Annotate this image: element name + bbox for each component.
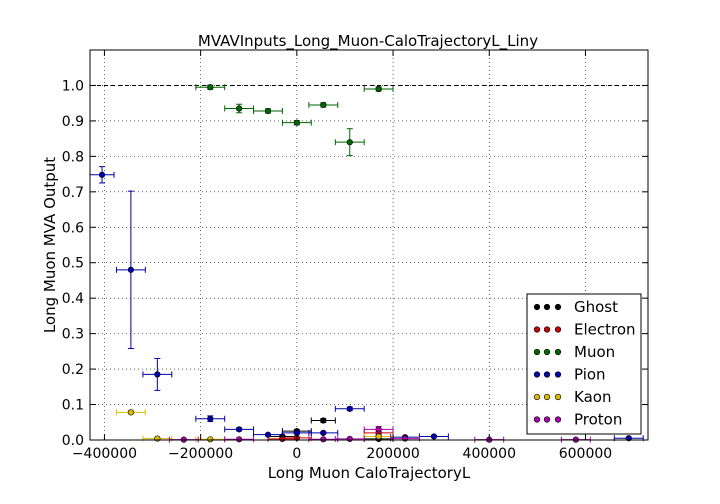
legend-marker bbox=[543, 326, 551, 333]
y-tick-label: 0.0 bbox=[62, 433, 84, 449]
legend-marker bbox=[543, 303, 551, 311]
legend-marker bbox=[533, 416, 541, 423]
legend-label: Muon bbox=[574, 343, 615, 361]
data-point bbox=[430, 433, 438, 440]
data-point bbox=[154, 435, 161, 442]
data-point bbox=[236, 105, 243, 112]
legend-marker bbox=[533, 348, 541, 356]
y-tick-label: 0.9 bbox=[62, 114, 84, 130]
legend-marker bbox=[533, 303, 541, 311]
legend-marker bbox=[543, 416, 551, 423]
data-point bbox=[320, 429, 327, 437]
x-tick-label: −200000 bbox=[168, 446, 233, 462]
x-tick-label: −400000 bbox=[72, 446, 137, 462]
y-axis-title: Long Muon MVA Output bbox=[41, 157, 59, 333]
legend-box bbox=[526, 293, 642, 435]
legend-marker bbox=[543, 348, 551, 356]
y-tick-label: 1.0 bbox=[62, 78, 84, 94]
y-tick-label: 0.8 bbox=[62, 149, 84, 165]
data-point bbox=[375, 85, 382, 93]
y-tick-label: 0.7 bbox=[62, 185, 84, 201]
legend-marker bbox=[554, 416, 562, 423]
data-point bbox=[98, 171, 106, 178]
legend-marker bbox=[554, 326, 562, 333]
legend-marker bbox=[554, 393, 562, 401]
data-layer bbox=[89, 84, 644, 443]
y-tick-label: 0.4 bbox=[62, 291, 84, 307]
legend-label: Pion bbox=[574, 366, 606, 384]
legend-marker bbox=[543, 371, 551, 378]
legend-item-electron: Electron bbox=[533, 321, 636, 339]
data-point bbox=[127, 409, 134, 416]
series-pion bbox=[89, 166, 644, 442]
data-point bbox=[154, 371, 161, 378]
legend-marker bbox=[554, 303, 562, 311]
legend-marker bbox=[543, 393, 551, 401]
legend-item-kaon: Kaon bbox=[533, 388, 611, 406]
y-tick-label: 0.1 bbox=[62, 398, 84, 414]
x-axis-title: Long Muon CaloTrajectoryL bbox=[268, 464, 471, 482]
data-point bbox=[320, 417, 327, 424]
data-point bbox=[375, 426, 382, 433]
legend-item-ghost: Ghost bbox=[533, 298, 618, 316]
legend-marker bbox=[533, 326, 541, 333]
x-tick-label: 400000 bbox=[463, 446, 516, 462]
data-point bbox=[207, 436, 214, 443]
y-tick-label: 0.6 bbox=[62, 220, 84, 236]
data-point bbox=[401, 435, 409, 442]
axis-ticks: −400000 −200000 0 200000 400000 600000 0.0 0.1 0… bbox=[62, 50, 648, 462]
x-tick-label: 600000 bbox=[559, 446, 612, 462]
data-point bbox=[293, 119, 300, 126]
legend-item-pion: Pion bbox=[533, 366, 606, 384]
data-point bbox=[127, 266, 134, 273]
plot-frame bbox=[89, 49, 649, 441]
series-muon bbox=[195, 84, 394, 157]
legend-marker bbox=[554, 371, 562, 378]
data-point bbox=[264, 107, 272, 115]
legend-label: Kaon bbox=[574, 388, 611, 406]
data-point bbox=[207, 84, 214, 91]
legend-label: Electron bbox=[574, 321, 636, 339]
data-point bbox=[346, 405, 353, 412]
legend-marker bbox=[533, 393, 541, 401]
data-point bbox=[375, 433, 382, 440]
legend-item-proton: Proton bbox=[533, 411, 622, 429]
y-tick-label: 0.5 bbox=[62, 256, 84, 272]
legend: Ghost Electron Muon Pion Kaon Proton bbox=[526, 293, 642, 435]
data-point bbox=[236, 426, 243, 433]
data-point bbox=[320, 436, 327, 443]
legend-item-muon: Muon bbox=[533, 343, 615, 361]
chart-title: MVAVInputs_Long_Muon-CaloTrajectoryL_Lin… bbox=[198, 32, 538, 51]
legend-marker bbox=[554, 348, 562, 356]
data-point bbox=[346, 435, 353, 443]
x-tick-label: 0 bbox=[292, 446, 301, 462]
data-point bbox=[236, 436, 243, 443]
data-point bbox=[320, 101, 327, 109]
legend-marker bbox=[533, 371, 541, 378]
x-tick-label: 200000 bbox=[366, 446, 419, 462]
data-point bbox=[264, 431, 272, 438]
legend-label: Ghost bbox=[574, 298, 618, 316]
y-tick-label: 0.2 bbox=[62, 362, 84, 378]
data-point bbox=[346, 139, 353, 146]
data-point bbox=[207, 415, 214, 422]
y-tick-label: 0.3 bbox=[62, 327, 84, 343]
legend-label: Proton bbox=[574, 411, 622, 429]
